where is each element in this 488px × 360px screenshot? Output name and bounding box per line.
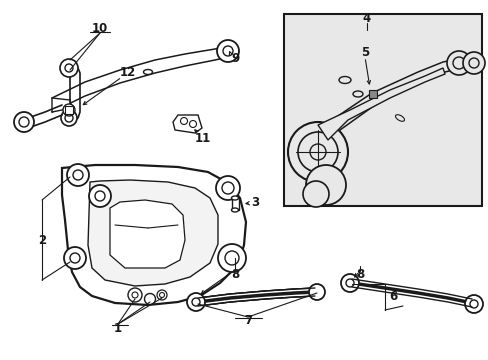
- Circle shape: [216, 176, 240, 200]
- Circle shape: [305, 165, 346, 205]
- Circle shape: [89, 185, 111, 207]
- Circle shape: [303, 181, 328, 207]
- Circle shape: [180, 117, 187, 125]
- Polygon shape: [52, 98, 72, 112]
- Circle shape: [217, 40, 239, 62]
- Polygon shape: [88, 180, 218, 286]
- Circle shape: [95, 191, 105, 201]
- Circle shape: [346, 279, 353, 287]
- Circle shape: [63, 104, 75, 116]
- Circle shape: [60, 59, 78, 77]
- Circle shape: [468, 58, 478, 68]
- Circle shape: [65, 64, 73, 72]
- Circle shape: [73, 170, 83, 180]
- Circle shape: [223, 46, 232, 56]
- Text: 11: 11: [195, 131, 211, 144]
- Text: 7: 7: [244, 314, 251, 327]
- Text: 2: 2: [38, 234, 46, 247]
- Circle shape: [157, 290, 167, 300]
- Circle shape: [218, 244, 245, 272]
- Circle shape: [144, 293, 155, 305]
- Bar: [65, 106, 73, 114]
- Circle shape: [159, 292, 164, 297]
- Polygon shape: [62, 165, 245, 305]
- Circle shape: [446, 51, 470, 75]
- Circle shape: [287, 122, 347, 182]
- Circle shape: [462, 52, 484, 74]
- Text: 1: 1: [114, 321, 122, 334]
- Text: 8: 8: [230, 269, 239, 282]
- Circle shape: [224, 251, 239, 265]
- Circle shape: [192, 298, 200, 306]
- Text: 3: 3: [250, 197, 259, 210]
- Text: 10: 10: [92, 22, 108, 35]
- Ellipse shape: [352, 91, 362, 97]
- Polygon shape: [110, 200, 184, 268]
- Polygon shape: [198, 288, 314, 306]
- Bar: [368, 90, 376, 98]
- Circle shape: [186, 293, 204, 311]
- Text: 8: 8: [355, 269, 364, 282]
- Circle shape: [19, 117, 29, 127]
- Circle shape: [132, 292, 138, 298]
- Circle shape: [14, 112, 34, 132]
- Text: 6: 6: [388, 291, 396, 303]
- Bar: [284, 14, 481, 206]
- Circle shape: [64, 247, 86, 269]
- Circle shape: [189, 121, 196, 127]
- Circle shape: [128, 288, 142, 302]
- Polygon shape: [173, 115, 202, 133]
- Circle shape: [309, 144, 325, 160]
- Text: 12: 12: [120, 67, 136, 80]
- Circle shape: [464, 295, 482, 313]
- Bar: [231, 198, 239, 210]
- Ellipse shape: [231, 208, 238, 212]
- Polygon shape: [317, 68, 444, 140]
- Circle shape: [452, 57, 464, 69]
- Circle shape: [222, 182, 234, 194]
- Circle shape: [469, 300, 477, 308]
- Ellipse shape: [395, 115, 404, 121]
- Circle shape: [70, 253, 80, 263]
- Text: 4: 4: [362, 12, 370, 24]
- Circle shape: [297, 132, 337, 172]
- Circle shape: [308, 284, 325, 300]
- Circle shape: [65, 114, 73, 122]
- Ellipse shape: [338, 77, 350, 84]
- Circle shape: [340, 274, 358, 292]
- Ellipse shape: [143, 69, 152, 75]
- Ellipse shape: [231, 196, 238, 200]
- Text: 5: 5: [360, 45, 368, 58]
- Text: 9: 9: [230, 53, 239, 66]
- Circle shape: [67, 164, 89, 186]
- Circle shape: [61, 110, 77, 126]
